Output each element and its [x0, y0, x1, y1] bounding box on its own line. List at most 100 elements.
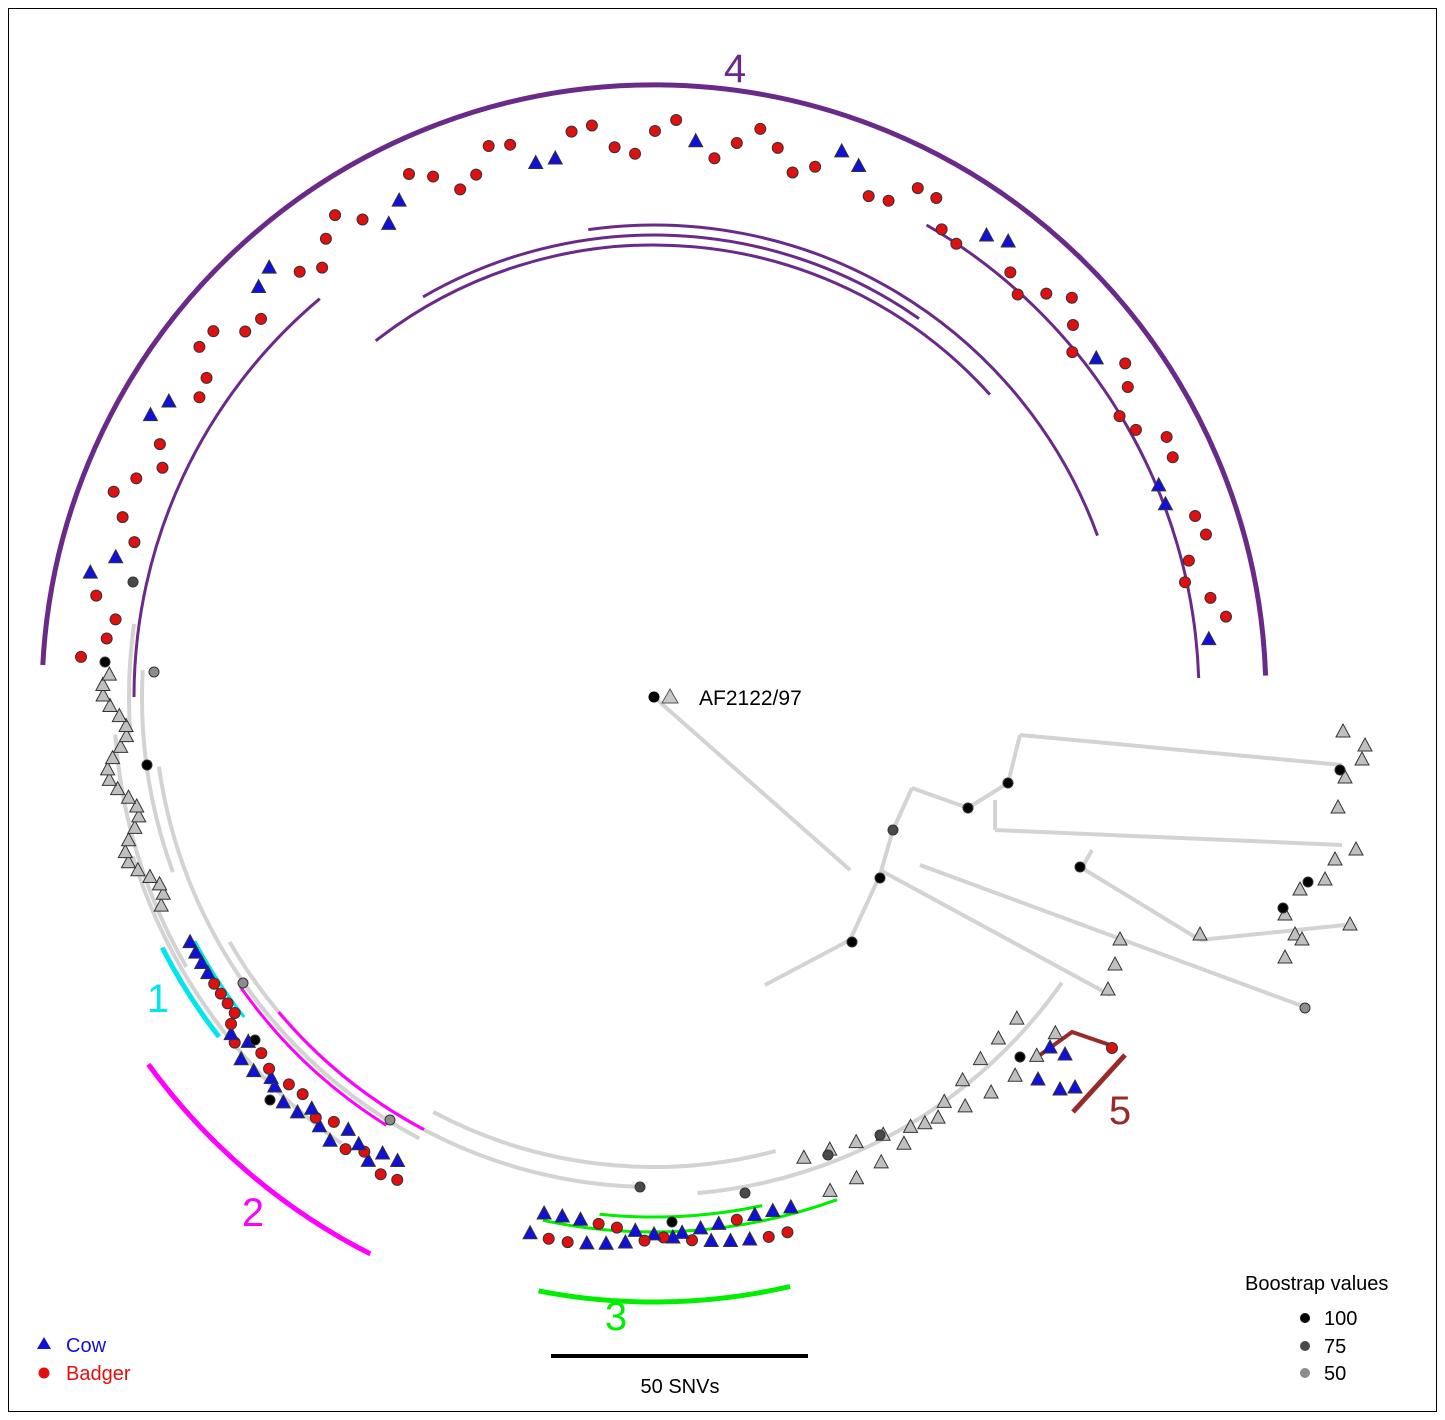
badger-tip: [156, 461, 169, 474]
badger-tip: [608, 141, 621, 154]
cow-tip: [374, 1145, 391, 1160]
cow-tip: [107, 548, 124, 564]
badger-tip: [391, 1173, 404, 1186]
badger-tip: [629, 147, 642, 160]
untyped-tip: [1294, 930, 1310, 946]
badger-tip: [1160, 430, 1173, 443]
cow-tip: [687, 132, 704, 148]
cow-tip: [665, 1228, 681, 1244]
badger-tip: [293, 265, 306, 278]
badger-tip: [1066, 346, 1079, 359]
cow-tip: [1067, 1078, 1083, 1094]
cow-tip: [389, 1152, 406, 1168]
badger-tip: [90, 589, 103, 602]
cow-tip: [978, 226, 995, 242]
untyped-tip: [972, 1050, 989, 1066]
badger-tip: [130, 472, 143, 485]
cow-tip: [764, 1202, 781, 1218]
untyped-tip: [95, 676, 111, 691]
cow-tip: [199, 964, 216, 980]
badger-tip: [1113, 410, 1126, 423]
cow-tip: [1150, 476, 1167, 492]
bootstrap-node: [874, 872, 886, 884]
cow-tip: [579, 1234, 595, 1250]
host-legend-badger-label: Badger: [66, 1363, 131, 1385]
badger-tip: [1066, 318, 1079, 331]
badger-tip: [1065, 291, 1078, 304]
cow-tip: [674, 1224, 690, 1239]
cow-tip: [1052, 1080, 1068, 1096]
clade-label-1: 1: [147, 977, 169, 1021]
bootstrap-node: [874, 1129, 886, 1141]
bootstrap-node: [666, 1216, 678, 1228]
cow-tip: [833, 142, 850, 158]
bootstrap-node: [1334, 764, 1346, 776]
badger-tip: [482, 139, 495, 152]
clade-3-arc: [538, 1284, 791, 1305]
untyped-tip: [796, 1149, 812, 1164]
badger-tip: [225, 1017, 238, 1030]
cow-tip: [1157, 495, 1174, 511]
cow-tip: [741, 1230, 758, 1246]
untyped-tip: [95, 686, 111, 702]
untyped-tip: [1112, 930, 1128, 946]
cow-tip: [263, 1069, 280, 1084]
badger-tip: [561, 1236, 574, 1249]
untyped-tip: [1327, 850, 1343, 866]
badger-tip: [228, 1006, 241, 1019]
badger-tip: [648, 124, 661, 137]
cow-tip: [1057, 1045, 1073, 1061]
badger-tip: [75, 650, 88, 663]
bootstrap-node: [962, 802, 974, 814]
root-node: AF2122/97: [648, 687, 802, 710]
bootstrap-node: [127, 576, 139, 588]
badger-tip: [255, 312, 268, 325]
cow-tip: [223, 1025, 239, 1041]
clade-4-branch: [422, 233, 920, 320]
untyped-tip: [126, 819, 143, 834]
untyped-tip: [1028, 1047, 1045, 1062]
cow-tip: [82, 564, 99, 579]
badger-tip: [1040, 287, 1053, 300]
host-legend: Cow Badger: [37, 1335, 131, 1385]
figure-frame: [8, 8, 1437, 1412]
untyped-tip: [936, 1093, 953, 1108]
cow-tip: [1030, 1070, 1046, 1086]
badger-tip: [1189, 509, 1202, 522]
cow-tip: [266, 1077, 283, 1093]
scale-bar: 50 SNVs: [551, 1354, 808, 1398]
untyped-tip: [142, 868, 158, 883]
untyped-tip: [983, 1083, 999, 1099]
cow-tip: [850, 157, 867, 173]
badger-tip: [1011, 288, 1024, 301]
untyped-tip: [102, 697, 118, 712]
bootstrap-legend-50: 50: [1324, 1363, 1346, 1385]
badger-tip: [193, 391, 206, 404]
clade-label-2: 2: [242, 1191, 264, 1235]
cow-tip: [245, 1062, 262, 1078]
cow-tip: [360, 1152, 377, 1167]
badger-tip: [708, 152, 721, 165]
branch: [764, 938, 851, 987]
cow-tip: [261, 259, 278, 274]
cow-tip: [572, 1211, 589, 1226]
branch: [878, 829, 895, 876]
untyped-tip: [1047, 1024, 1064, 1040]
clade-label-3: 3: [605, 1295, 627, 1339]
cow-tip: [233, 1050, 249, 1066]
badger-tip: [781, 1226, 794, 1239]
badger-tip: [862, 190, 875, 203]
untyped-tip: [1100, 980, 1116, 996]
untyped-tip: [1007, 1067, 1023, 1082]
clade-5-arc: [1071, 1053, 1127, 1114]
clade-3-branch: [542, 1198, 838, 1234]
clade-2-arc: [146, 1062, 372, 1257]
badger-tip: [882, 194, 895, 207]
untyped-tip: [957, 1097, 973, 1113]
cow-tip: [692, 1219, 709, 1235]
untyped-tip: [1335, 722, 1351, 738]
cow-tip: [380, 215, 397, 230]
badger-tip: [670, 114, 683, 127]
badger-tip: [1121, 380, 1134, 393]
